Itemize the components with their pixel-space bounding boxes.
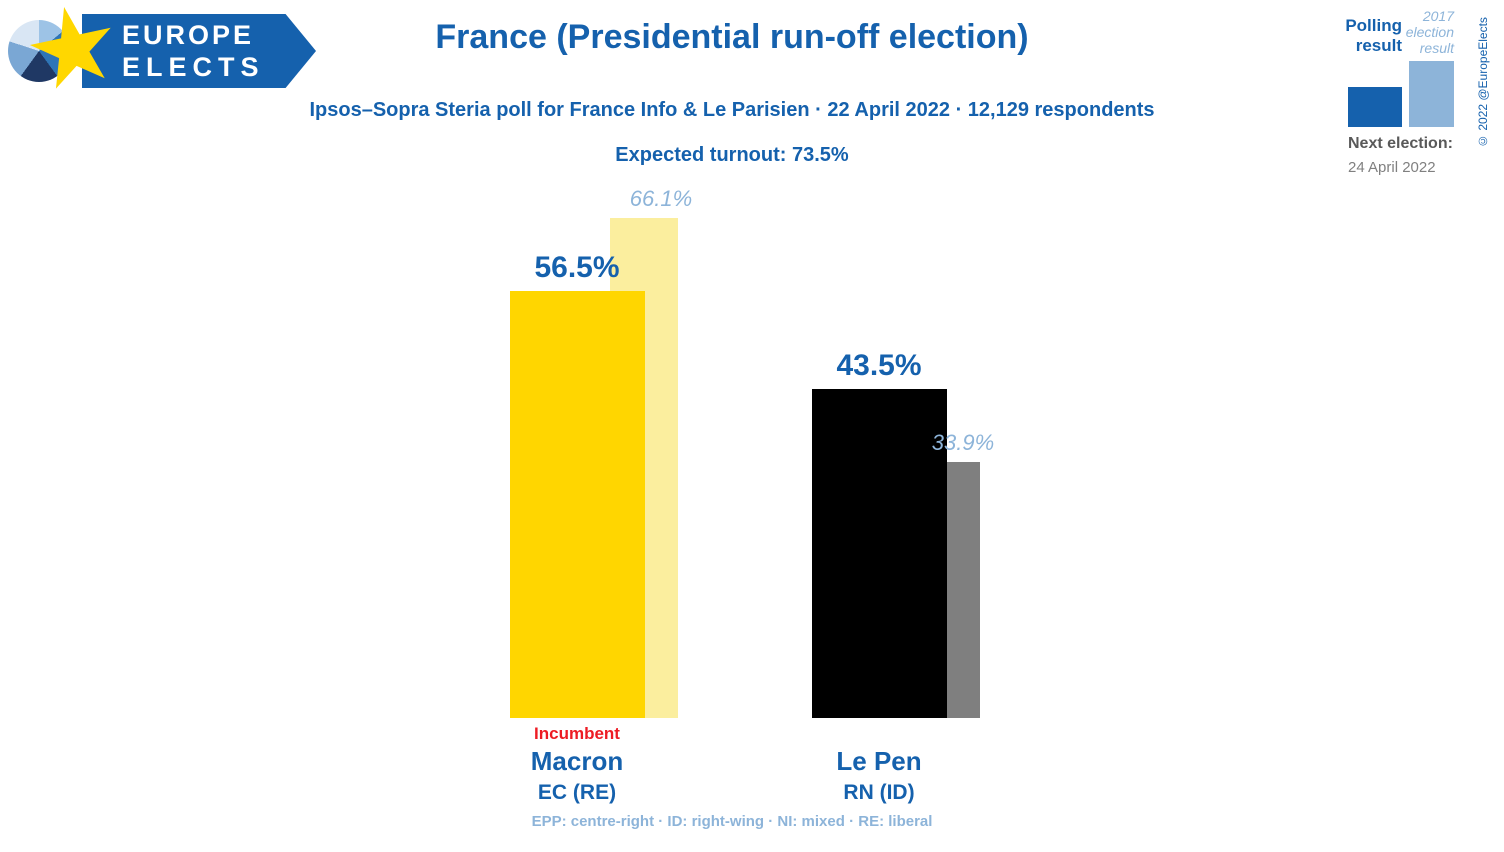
lepen-polling-bar [812,388,947,718]
macron-party-label: EC (RE) [537,781,617,804]
page-title: France (Presidential run-off election) [435,18,1029,56]
logo-text-line1: EUROPE [122,20,255,50]
macron-polling-value: 56.5% [534,250,620,284]
legend-polling-swatch [1348,87,1402,127]
macron-polling-bar [510,290,645,718]
poll-subtitle: Ipsos–Sopra Steria poll for France Info … [309,99,1155,121]
lepen-name-label: Le Pen [836,746,922,776]
logo-banner: EUROPE ELECTS [82,14,316,88]
lepen-2017-value: 33.9% [931,429,995,455]
macron-2017-value: 66.1% [629,186,693,212]
legend-polling-label: Polling result [1345,16,1402,56]
next-election-label: Next election: [1348,135,1453,152]
macron-incumbent-note: Incumbent [534,724,620,743]
turnout-note: Expected turnout: 73.5% [615,144,849,166]
europe-elects-logo: EUROPE ELECTS [8,6,320,100]
next-election-date: 24 April 2022 [1348,159,1436,176]
legend-election-label: 2017 election result [1405,8,1454,57]
macron-name-label: Macron [530,746,624,776]
legend-election-swatch [1409,61,1454,127]
lepen-party-label: RN (ID) [843,781,915,804]
logo-text-line2: ELECTS [122,51,265,82]
party-group-footnote: EPP: centre-right · ID: right-wing · NI:… [531,813,933,830]
lepen-polling-value: 43.5% [836,348,922,382]
